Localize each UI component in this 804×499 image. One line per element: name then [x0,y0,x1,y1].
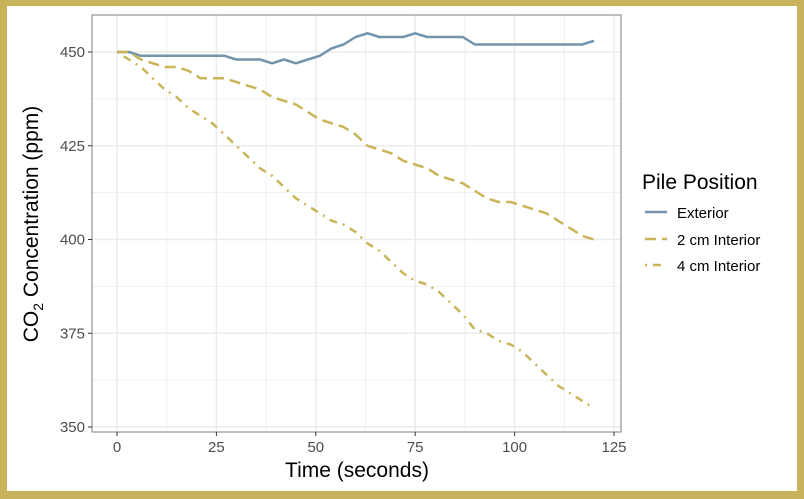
y-axis-title: CO2 Concentration (ppm) [20,106,46,343]
x-tick-label: 125 [601,439,626,456]
series-4-cm-interior [116,50,595,410]
y-tick-label: 375 [60,325,85,342]
legend-item-exterior: Exterior [645,205,729,222]
legend-item-2cm-interior: 2 cm Interior [645,232,760,249]
x-tick-label: 100 [502,439,527,456]
y-tick-label: 400 [60,232,85,249]
x-tick-label: 50 [307,439,324,456]
series-2-cm-interior [117,50,595,241]
legend-item-4cm-interior: 4 cm Interior [645,258,760,275]
y-tick-label: 350 [60,419,85,436]
legend: Pile Position Exterior 2 cm Interior 4 c… [642,171,760,275]
y-tick-label: 425 [60,138,85,155]
y-tick-label: 450 [60,44,85,61]
legend-label: Exterior [677,205,729,222]
legend-title: Pile Position [642,171,758,194]
legend-label: 4 cm Interior [677,258,760,275]
plot-panel-border [91,14,622,433]
x-tick-label: 75 [407,439,424,456]
series-exterior [117,32,595,65]
x-axis-ticks: 0 25 50 75 100 125 [113,432,627,456]
data-series [116,32,595,410]
x-tick-label: 25 [208,439,225,456]
x-axis-title: Time (seconds) [285,459,429,482]
y-axis-ticks: 350 375 400 425 450 [60,44,92,436]
legend-label: 2 cm Interior [677,232,760,249]
grid-lines [92,15,621,432]
x-tick-label: 0 [113,439,121,456]
